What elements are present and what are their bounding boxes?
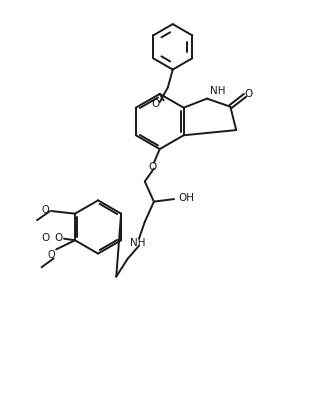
Text: O: O (48, 250, 55, 260)
Text: NH: NH (210, 86, 225, 96)
Text: O: O (148, 161, 156, 171)
Text: O: O (42, 205, 50, 215)
Text: O: O (152, 99, 160, 109)
Text: O: O (245, 89, 253, 99)
Text: NH: NH (130, 237, 145, 248)
Text: OH: OH (178, 193, 194, 203)
Text: O: O (42, 233, 50, 243)
Text: O: O (54, 233, 62, 243)
